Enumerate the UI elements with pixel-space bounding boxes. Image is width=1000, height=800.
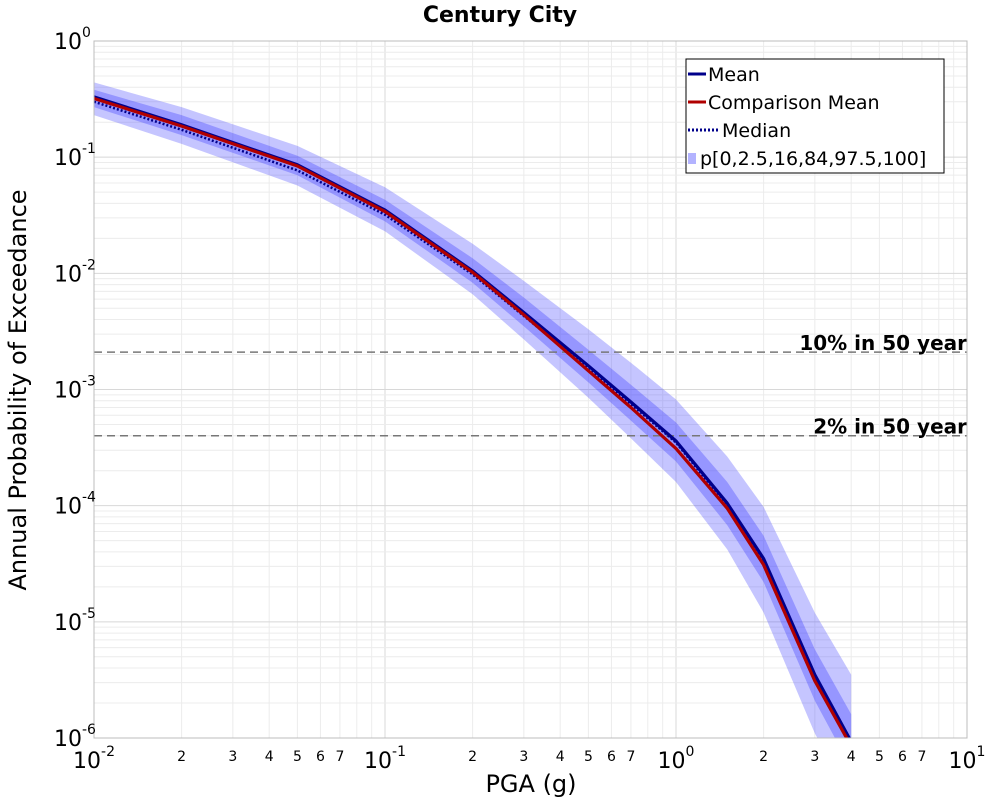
chart-title: Century City <box>423 3 577 28</box>
y-tick-label: 10-1 <box>54 141 96 171</box>
x-minor-tick-label: 6 <box>607 749 616 765</box>
plot-border <box>93 40 968 739</box>
x-minor-tick-label: 4 <box>847 749 856 765</box>
reference-line-label: 10% in 50 year <box>799 331 967 355</box>
y-tick-label: 10-2 <box>54 257 96 287</box>
legend-percentile-band-label: p[0,2.5,16,84,97.5,100] <box>700 148 926 170</box>
x-minor-tick-label: 2 <box>177 749 186 765</box>
plot-frame <box>93 40 968 739</box>
x-tick-label: 10-1 <box>364 744 406 774</box>
y-tick-label: 10-6 <box>54 722 96 752</box>
x-minor-tick-label: 3 <box>810 749 819 765</box>
x-minor-tick-label: 7 <box>626 749 635 765</box>
series-lines <box>94 95 852 738</box>
y-tick-label: 10-4 <box>54 490 96 520</box>
x-minor-tick-label: 7 <box>335 749 344 765</box>
x-minor-tick-label: 6 <box>898 749 907 765</box>
series-line-median <box>94 100 850 738</box>
x-minor-tick-label: 4 <box>556 749 565 765</box>
legend: Mean Comparison Mean Median p[0,2.5,16,84,9… <box>685 58 945 174</box>
x-axis-label: PGA (g) <box>485 770 576 798</box>
x-minor-tick-label: 3 <box>519 749 528 765</box>
y-axis-ticks: 100 10-1 10-2 10-3 10-4 10-5 10-6 <box>54 25 96 752</box>
x-tick-label: 10-2 <box>73 744 115 774</box>
x-minor-tick-label: 2 <box>759 749 768 765</box>
x-minor-tick-label: 4 <box>265 749 274 765</box>
y-tick-label: 10-5 <box>54 606 96 636</box>
x-tick-label: 101 <box>949 744 986 774</box>
x-tick-label: 100 <box>658 744 695 774</box>
x-minor-tick-label: 3 <box>228 749 237 765</box>
legend-median-label: Median <box>722 120 791 142</box>
grid <box>93 41 967 739</box>
legend-box <box>685 58 945 174</box>
x-minor-tick-label: 5 <box>584 749 593 765</box>
x-minor-tick-label: 5 <box>875 749 884 765</box>
reference-lines: 10% in 50 year 2% in 50 year <box>94 331 967 439</box>
reference-line-label: 2% in 50 year <box>813 415 967 439</box>
x-minor-tick-label: 5 <box>293 749 302 765</box>
legend-percentile-band-swatch <box>688 153 696 164</box>
x-minor-tick-label: 6 <box>316 749 325 765</box>
legend-comparison-mean-label: Comparison Mean <box>708 92 880 114</box>
y-tick-label: 10-3 <box>54 374 96 404</box>
legend-mean-label: Mean <box>708 64 760 86</box>
x-minor-tick-label: 7 <box>917 749 926 765</box>
y-axis-label: Annual Probability of Exceedance <box>4 189 32 590</box>
series-line-comparison-mean <box>94 96 849 738</box>
y-tick-label: 100 <box>54 25 91 55</box>
x-minor-tick-label: 2 <box>468 749 477 765</box>
